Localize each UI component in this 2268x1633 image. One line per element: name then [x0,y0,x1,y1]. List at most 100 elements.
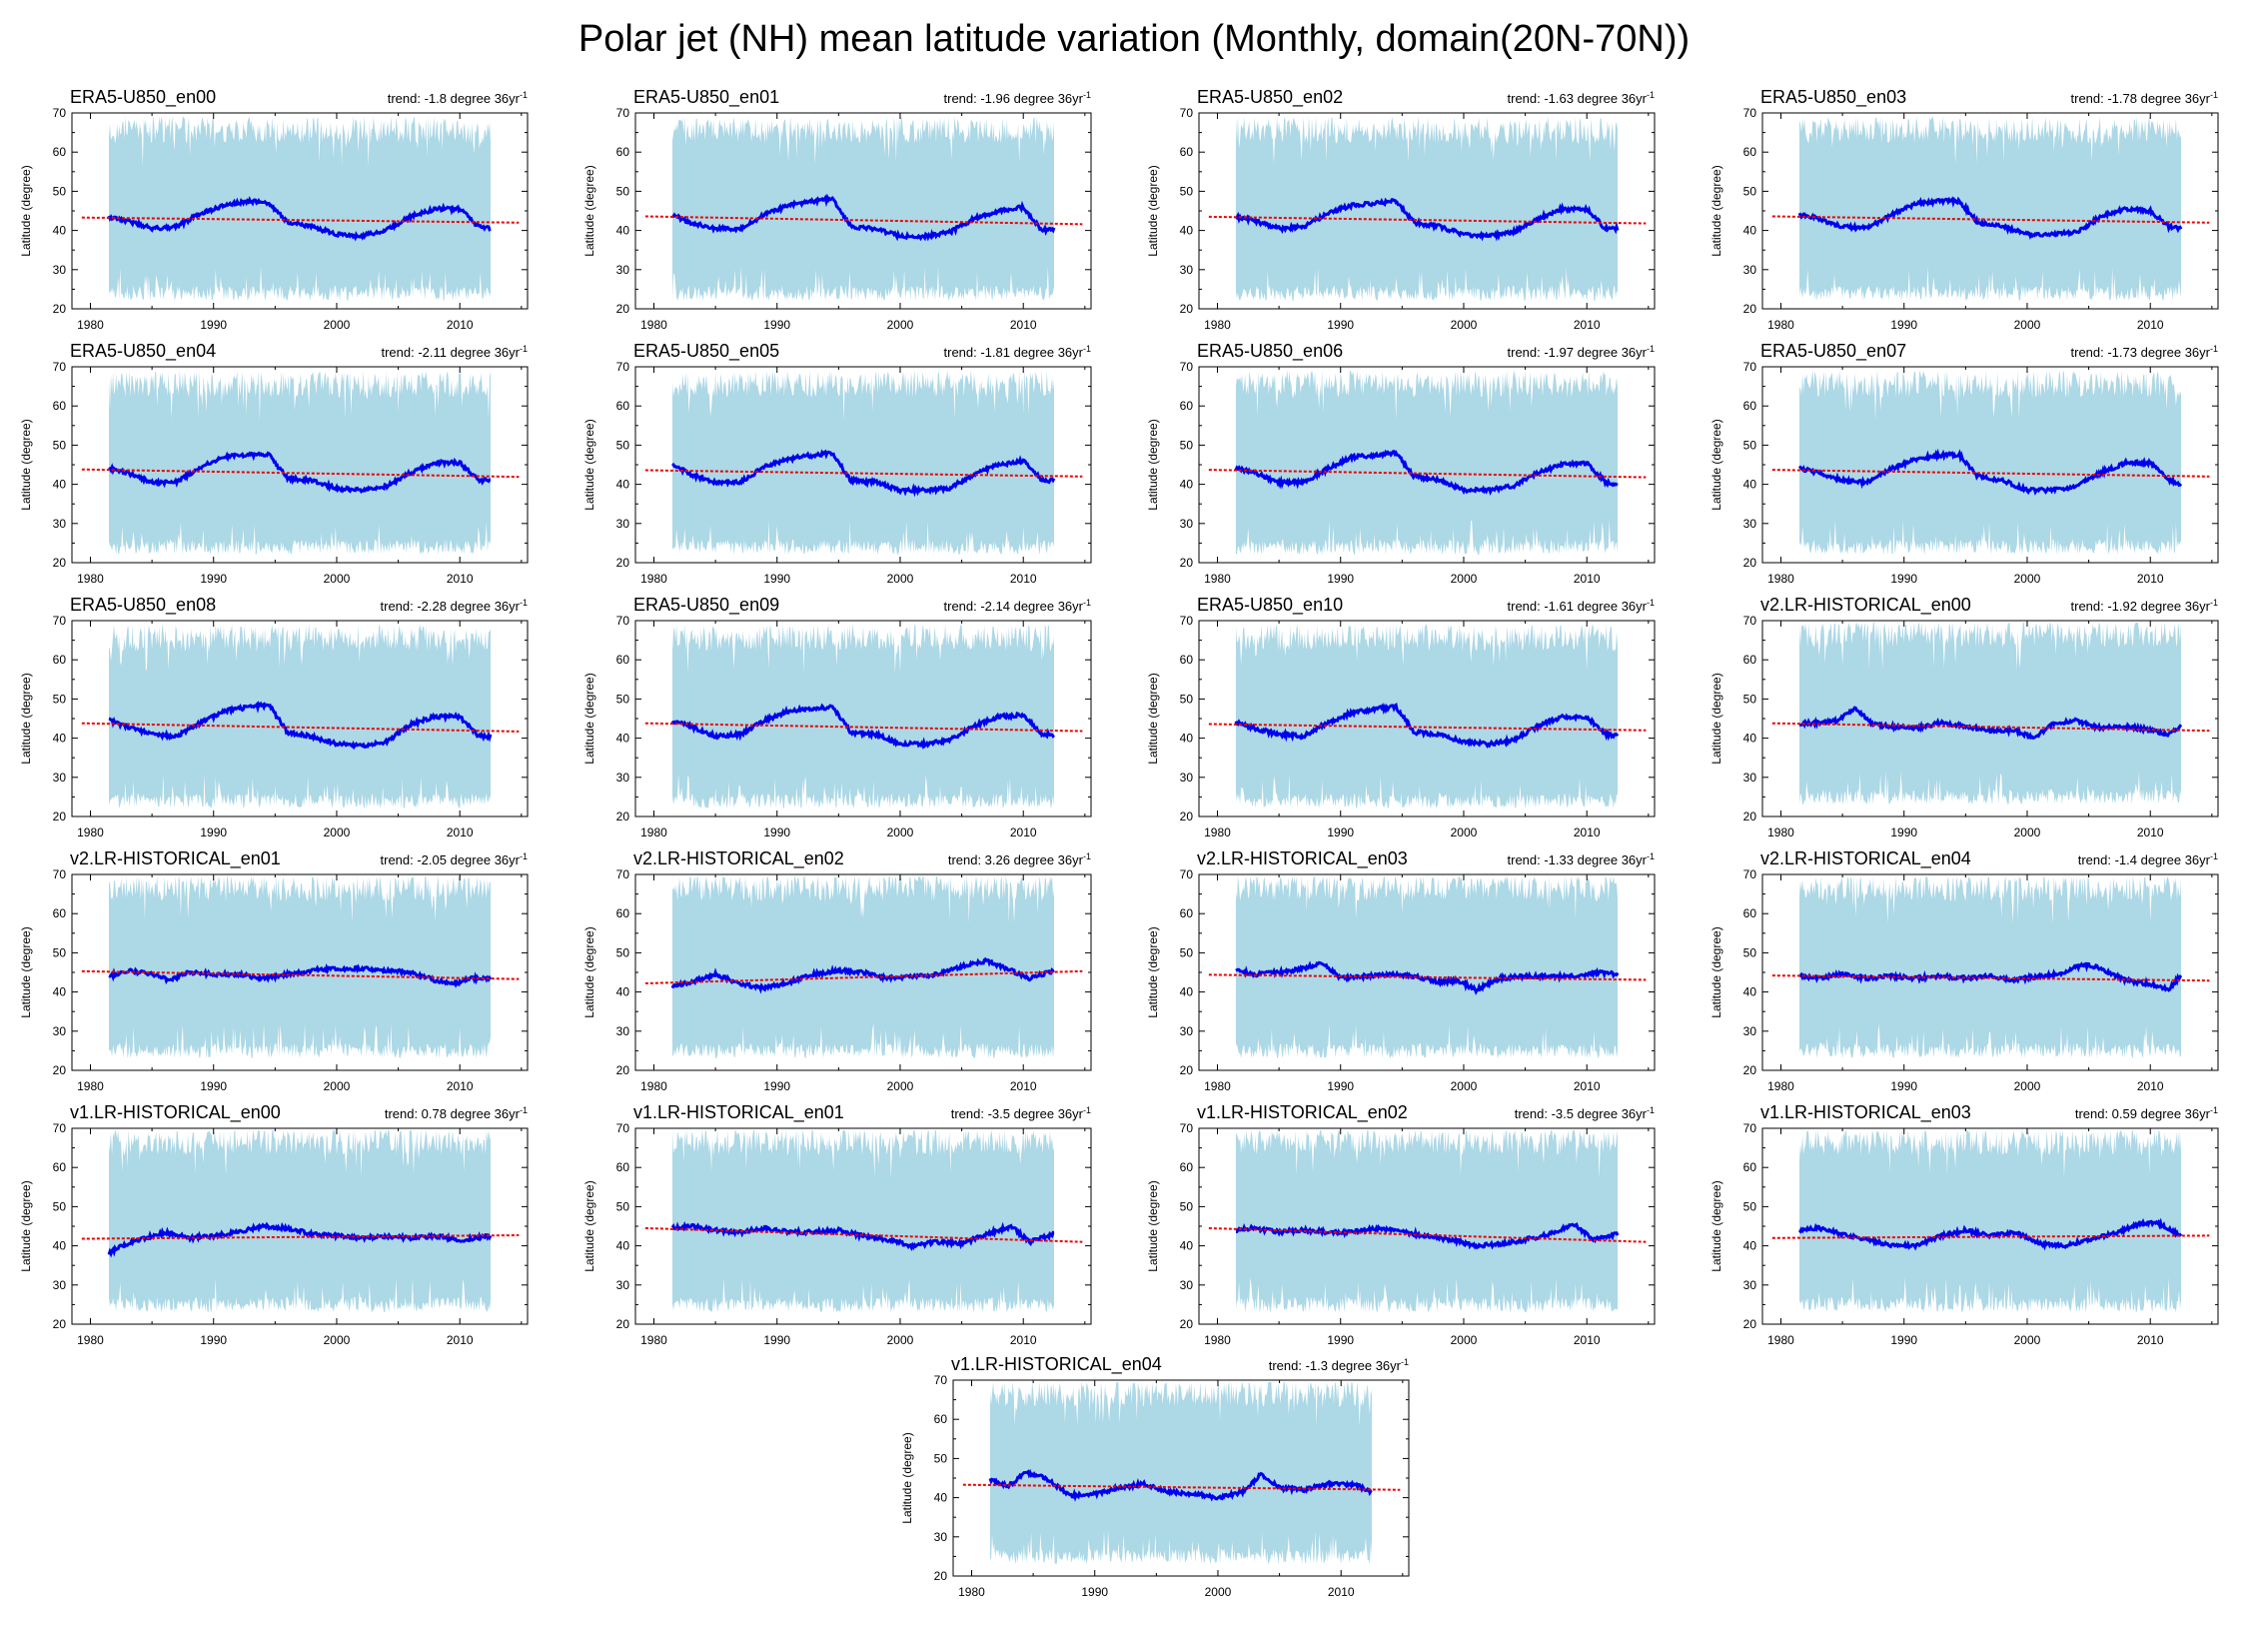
mean-latitude-line [107,196,492,242]
panel: 20 30 40 50 60 70 1980 1990 2000 2010 Latitude (de… [19,595,529,839]
y-tick-label: 20 [616,1317,630,1331]
panel: 20 30 40 50 60 70 1980 1990 2000 2010 Latitude (de… [1146,341,1656,586]
y-tick-label: 60 [53,653,67,667]
panel: 20 30 40 50 60 70 1980 1990 2000 2010 Latitude (de… [582,87,1092,332]
y-tick-label: 70 [53,360,67,374]
y-tick-label: 60 [1743,906,1757,920]
y-axis-label: Latitude (degree) [1709,673,1723,764]
y-tick-label: 40 [53,224,67,238]
x-tick-label: 2010 [447,1333,474,1347]
latitude-range-band [1799,876,2181,1059]
y-tick-label: 40 [616,224,630,238]
x-tick-label: 1980 [1767,1333,1794,1347]
panel-title: ERA5-U850_en06 [1197,341,1343,362]
y-axis-label: Latitude (degree) [1146,165,1160,256]
x-tick-label: 2000 [887,572,914,586]
latitude-range-band [109,116,491,302]
x-tick-label: 2010 [1010,572,1037,586]
x-tick-label: 1980 [640,825,667,839]
y-tick-label: 30 [53,1278,67,1292]
panel: 20 30 40 50 60 70 1980 1990 2000 2010 Latitude (de… [582,341,1092,586]
figure-title: Polar jet (NH) mean latitude variation (… [577,18,1691,60]
y-tick-label: 70 [616,1121,630,1135]
x-tick-label: 2000 [887,1333,914,1347]
panel-title: ERA5-U850_en00 [70,87,216,108]
x-tick-label: 2010 [447,572,474,586]
panel: 20 30 40 50 60 70 1980 1990 2000 2010 Latitude (de… [1709,595,2219,839]
latitude-range-band [109,624,491,810]
latitude-range-band [672,624,1054,810]
latitude-range-band [990,1382,1372,1565]
trend-line [1208,215,1647,225]
x-tick-label: 2010 [447,318,474,332]
mean-latitude-line [1234,197,1620,242]
x-tick-label: 1980 [640,572,667,586]
trend-label: trend: -1.33 degree 36yr-1 [1508,851,1656,867]
x-tick-label: 1980 [640,1333,667,1347]
y-axis-label: Latitude (degree) [1146,1180,1160,1271]
y-tick-label: 70 [53,1121,67,1135]
mean-latitude-line [671,193,1056,242]
y-tick-label: 40 [1743,224,1757,238]
y-tick-label: 30 [1180,263,1194,277]
x-tick-label: 2000 [324,825,351,839]
panel-title: v2.LR-HISTORICAL_en04 [1760,848,1971,869]
x-tick-label: 2000 [1205,1585,1232,1599]
y-tick-label: 70 [1180,867,1194,881]
y-tick-label: 60 [53,399,67,413]
panel-title: v1.LR-HISTORICAL_en01 [633,1102,844,1123]
x-tick-label: 1990 [1327,572,1354,586]
y-tick-label: 30 [1180,771,1194,785]
latitude-range-band [1799,116,2181,302]
y-tick-label: 70 [1180,106,1194,120]
panel-title: ERA5-U850_en03 [1760,87,1906,108]
y-axis-label: Latitude (degree) [19,165,33,256]
y-tick-label: 20 [1180,556,1194,570]
trend-line [644,969,1083,984]
y-tick-label: 20 [1180,302,1194,316]
x-tick-label: 2010 [1574,1079,1601,1093]
x-tick-label: 2000 [1451,825,1478,839]
x-tick-label: 1990 [763,1333,790,1347]
trend-line [962,1483,1401,1491]
latitude-range-band [109,1130,491,1313]
panel: 20 30 40 50 60 70 1980 1990 2000 2010 Latitude (de… [19,341,529,586]
x-tick-label: 2010 [1010,825,1037,839]
y-tick-label: 60 [1743,1160,1757,1174]
y-tick-label: 20 [616,556,630,570]
mean-latitude-line [1797,448,2183,496]
y-axis-label: Latitude (degree) [582,1180,596,1271]
trend-line [81,216,520,224]
x-tick-label: 2010 [2137,572,2164,586]
x-tick-label: 1990 [1327,1333,1354,1347]
mean-latitude-line [1797,196,2183,240]
y-tick-label: 30 [1180,517,1194,531]
panel: 20 30 40 50 60 70 1980 1990 2000 2010 Latitude (de… [582,595,1092,839]
panel: 20 30 40 50 60 70 1980 1990 2000 2010 Latitude (de… [19,87,529,332]
x-tick-label: 1980 [1204,825,1231,839]
y-tick-label: 40 [1180,224,1194,238]
mean-latitude-line [108,451,492,494]
x-tick-label: 1980 [1767,1079,1794,1093]
panel-title: ERA5-U850_en02 [1197,87,1343,108]
trend-label: trend: -1.73 degree 36yr-1 [2071,344,2219,360]
y-tick-label: 40 [53,478,67,492]
panel: 20 30 40 50 60 70 1980 1990 2000 2010 Latitude (de… [1709,1102,2219,1347]
panel-title: v2.LR-HISTORICAL_en02 [633,848,844,869]
x-tick-label: 2010 [1574,318,1601,332]
x-tick-label: 1990 [200,1079,227,1093]
y-tick-label: 60 [53,145,67,159]
x-tick-label: 1980 [77,572,104,586]
panel-title: v1.LR-HISTORICAL_en04 [951,1354,1162,1375]
x-tick-label: 2010 [2137,1079,2164,1093]
y-axis-label: Latitude (degree) [582,926,596,1017]
x-tick-label: 1990 [1890,1333,1917,1347]
mean-latitude-line [1798,706,2183,741]
mean-latitude-line [108,701,493,751]
mean-latitude-line [1234,702,1620,749]
trend-label: trend: 0.59 degree 36yr-1 [2075,1105,2218,1121]
trend-label: trend: -1.3 degree 36yr-1 [1269,1357,1409,1373]
trend-label: trend: -3.5 degree 36yr-1 [951,1105,1091,1121]
latitude-range-band [109,370,491,556]
x-tick-label: 2010 [1010,318,1037,332]
